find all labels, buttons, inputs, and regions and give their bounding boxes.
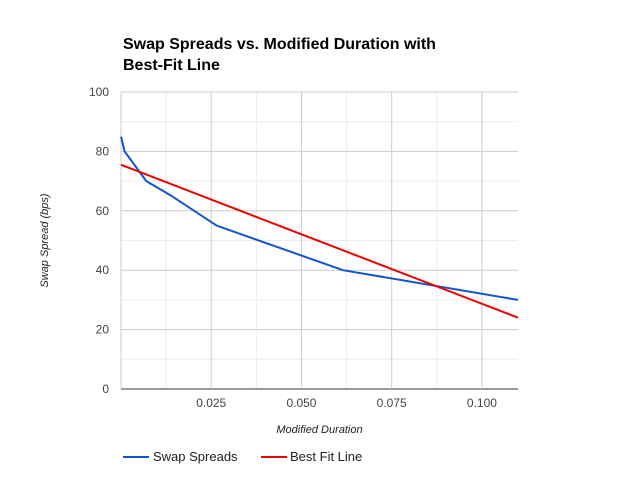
series-layer xyxy=(120,136,519,319)
series-line-0 xyxy=(120,136,519,301)
series-line-1 xyxy=(120,163,519,319)
x-tick-label: 0.025 xyxy=(196,396,226,410)
y-tick-label: 20 xyxy=(96,323,110,337)
x-tick-label: 0.100 xyxy=(467,396,497,410)
legend-layer: Swap Spreads Best Fit Line xyxy=(123,449,362,464)
y-tick-label: 60 xyxy=(96,204,110,218)
y-tick-label: 0 xyxy=(102,382,109,396)
axis-layer: 0 20 40 60 80 100 0.025 0.050 0.075 0.100 Modified… xyxy=(39,85,497,436)
legend-label-1: Best Fit Line xyxy=(290,449,362,464)
y-tick-label: 100 xyxy=(89,85,109,99)
y-axis-label: Swap Spread (bps) xyxy=(39,193,51,287)
legend-label-0: Swap Spreads xyxy=(153,449,238,464)
x-tick-label: 0.050 xyxy=(286,396,316,410)
chart-title: Swap Spreads vs. Modified Duration with … xyxy=(123,36,436,74)
y-tick-label: 40 xyxy=(96,263,110,277)
x-axis-label: Modified Duration xyxy=(276,424,362,436)
grid-layer xyxy=(120,91,518,390)
x-tick-label: 0.075 xyxy=(377,396,407,410)
y-tick-label: 80 xyxy=(96,144,110,158)
